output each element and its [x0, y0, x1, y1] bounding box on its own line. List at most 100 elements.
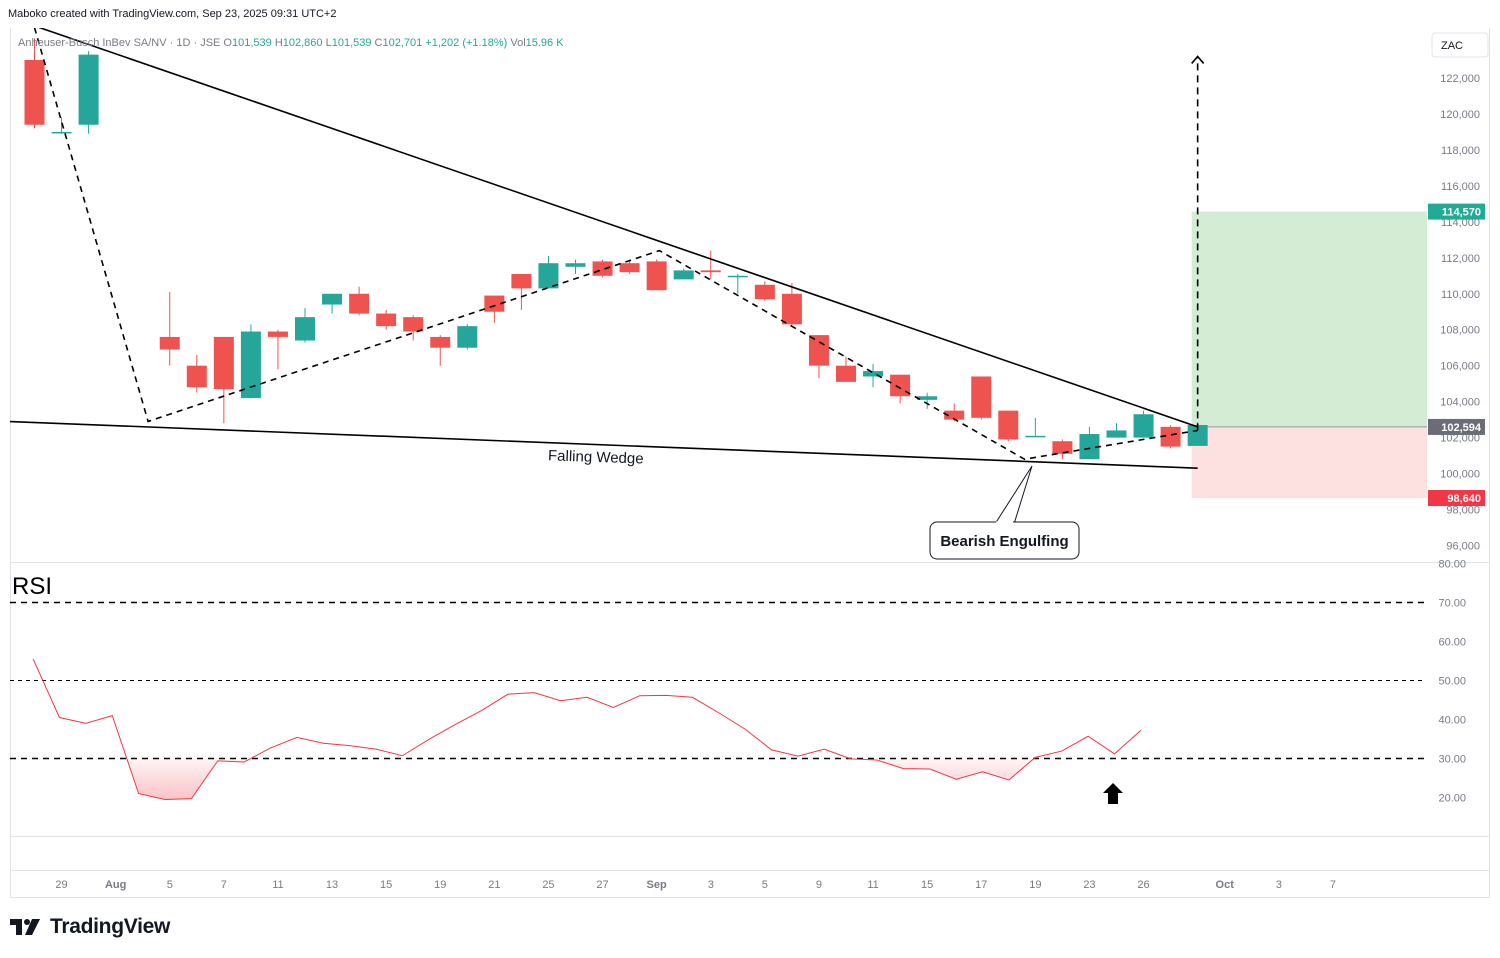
candle-up: [565, 259, 586, 274]
price-axis: 96,000 98,000 100,000 102,000 104,000 106,000…: [1440, 73, 1480, 553]
current-price-label-text: 102,594: [1441, 422, 1482, 434]
tradingview-logo-icon: [10, 919, 40, 935]
candle-body: [322, 293, 343, 305]
candle-body: [78, 54, 99, 125]
price-tick-label: 108,000: [1440, 325, 1480, 337]
upper-trendline: [38, 28, 1198, 428]
candle-down: [430, 335, 451, 366]
wave-path: [33, 28, 1198, 461]
rsi-oversold-fill: [126, 758, 1034, 800]
time-tick-label: 26: [1137, 879, 1149, 891]
candle-body: [349, 293, 370, 314]
candle-up: [538, 256, 559, 289]
rsi-tick-label: 40.00: [1438, 715, 1466, 727]
time-tick-label: 3: [708, 879, 714, 891]
rsi-pane: [10, 601, 1425, 804]
candle-up: [240, 324, 261, 399]
candle-body: [781, 293, 802, 325]
candle-down: [836, 356, 856, 382]
candle-down: [349, 286, 370, 316]
price-tick-label: 120,000: [1440, 109, 1480, 121]
time-tick-label: 15: [921, 879, 933, 891]
candle-up: [51, 117, 72, 134]
callout-text: Bearish Engulfing: [940, 533, 1068, 550]
target-price-label: 114,570: [1428, 203, 1485, 220]
price-tick-label: 112,000: [1441, 253, 1480, 265]
candle-up: [1106, 423, 1127, 438]
candle-down: [267, 329, 288, 370]
rsi-tick-label: 60.00: [1438, 637, 1466, 649]
current-price-label: 102,594: [1428, 418, 1485, 435]
time-tick-label: 25: [542, 879, 554, 891]
candle-body: [863, 371, 884, 377]
candle-down: [159, 291, 180, 366]
target-price-label-text: 114,570: [1442, 207, 1481, 219]
candle-up: [673, 268, 694, 280]
stop-price-label: 98,640: [1428, 490, 1485, 507]
rsi-up-arrow-icon: [1103, 783, 1123, 804]
candle-body: [403, 317, 424, 332]
time-tick-label: 7: [221, 879, 227, 891]
candle-body: [808, 335, 829, 366]
candle-up: [1133, 410, 1154, 438]
candle-body: [890, 374, 911, 397]
candle-body: [619, 263, 640, 273]
time-tick-label: 19: [1029, 879, 1041, 891]
candle-down: [754, 281, 775, 301]
bearish-engulfing-callout: Bearish Engulfing: [929, 465, 1080, 560]
candle-body: [1025, 435, 1046, 438]
candle-body: [646, 261, 667, 291]
stop-price-label-text: 98,640: [1447, 493, 1481, 505]
time-tick-label: 9: [816, 879, 822, 891]
time-tick-label: 7: [1330, 879, 1336, 891]
time-axis: 629Aug5711131519212527Sep359111517192326…: [55, 879, 1336, 891]
rsi-axis: 20.00 30.00 40.00 50.00 60.00 70.00 80.00: [1438, 559, 1466, 805]
candle-body: [1160, 426, 1181, 447]
candle-down: [592, 259, 613, 278]
time-tick-label: Sep: [647, 879, 667, 891]
candle-up: [322, 293, 343, 314]
currency-badge: ZAC: [1431, 32, 1489, 58]
candle-body: [51, 131, 72, 134]
price-tick-label: 98,000: [1446, 505, 1480, 517]
candle-down: [1052, 439, 1073, 460]
price-tick-label: 118,000: [1441, 145, 1480, 157]
stop-zone: [1191, 426, 1427, 499]
tradingview-brand[interactable]: TradingView: [10, 915, 170, 939]
candle-up: [457, 324, 478, 350]
candle-body: [1133, 414, 1154, 438]
lower-trendline: [10, 420, 1198, 469]
target-zone: [1191, 211, 1427, 427]
price-tick-label: 102,000: [1440, 433, 1480, 445]
time-tick-label: 23: [1083, 879, 1095, 891]
chart-frame: [10, 28, 1490, 898]
candle-up: [78, 51, 99, 134]
candle-body: [538, 263, 559, 289]
candle-down: [213, 336, 234, 424]
candle-body: [944, 410, 965, 420]
time-tick-label: 3: [1276, 879, 1282, 891]
candle-up: [863, 363, 884, 388]
time-tick-label: 13: [326, 879, 338, 891]
time-tick-label: 29: [55, 879, 67, 891]
rsi-tick-label: 80.00: [1438, 559, 1466, 571]
candle-body: [727, 275, 748, 278]
candle-body: [511, 273, 532, 289]
price-tick-label: 104,000: [1440, 397, 1480, 409]
candle-body: [998, 410, 1019, 440]
time-tick-label: 5: [762, 879, 768, 891]
candle-down: [808, 335, 829, 379]
candle-down: [484, 295, 505, 323]
candle-body: [430, 336, 451, 348]
candle-up: [1025, 417, 1046, 438]
brand-name: TradingView: [50, 915, 171, 938]
time-tick-label: 21: [488, 879, 500, 891]
candle-down: [646, 259, 667, 291]
candle-down: [24, 38, 45, 129]
candle-up: [727, 273, 748, 294]
candle-body: [295, 317, 315, 341]
currency-label: ZAC: [1441, 40, 1463, 52]
rsi-title: RSI: [12, 573, 52, 600]
price-tick-label: 110,000: [1441, 289, 1480, 301]
